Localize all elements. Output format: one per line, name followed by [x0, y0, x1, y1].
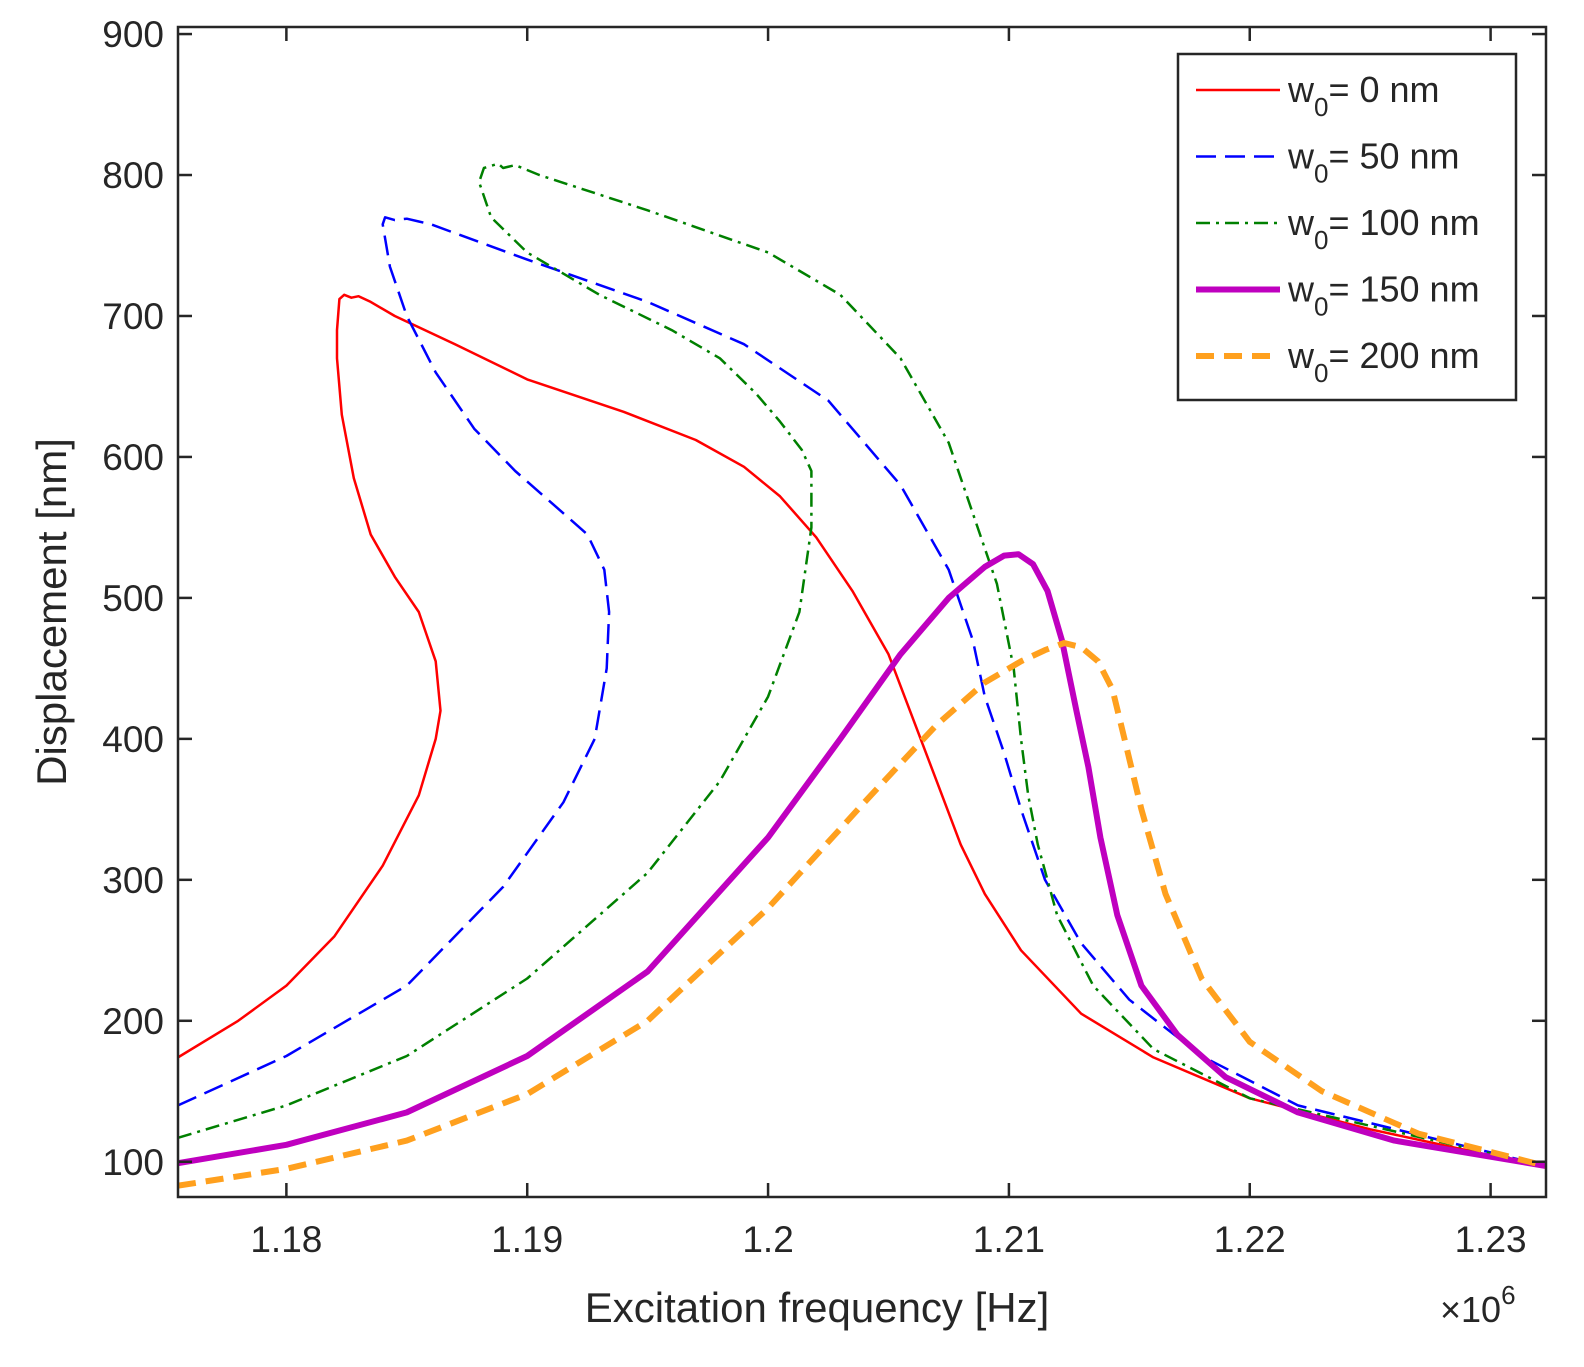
legend-entry-symbol: w [1287, 202, 1315, 243]
svg-text:×106: ×106 [1440, 1280, 1516, 1330]
series-layer [178, 162, 1546, 1189]
x-tick-label: 1.19 [491, 1219, 563, 1260]
legend-entry-1: w0= 50 nm [1287, 136, 1460, 189]
legend-entry-symbol: w [1287, 69, 1315, 110]
series-line-4 [178, 640, 1546, 1189]
legend-entry-subscript: 0 [1314, 292, 1328, 322]
x-tick-label: 1.21 [973, 1219, 1045, 1260]
y-tick-label: 700 [102, 296, 164, 337]
y-tick-label: 300 [102, 860, 164, 901]
y-tick-label: 800 [102, 155, 164, 196]
legend-entry-subscript: 0 [1314, 225, 1328, 255]
x-axis-multiplier: ×106 [1440, 1280, 1516, 1330]
legend-box [1176, 52, 1518, 402]
x-tick-label: 1.18 [250, 1219, 322, 1260]
series-line-0 [178, 293, 1546, 1169]
legend-entry-subscript: 0 [1314, 358, 1328, 388]
ticks-layer: 1.18 1.19 1.2 1.21 1.22 1.23 100 200 300 400 500 60… [102, 14, 1546, 1260]
legend-entry-value: = 150 nm [1328, 269, 1479, 310]
y-tick-label: 200 [102, 1001, 164, 1042]
y-tick-label: 100 [102, 1142, 164, 1183]
x-tick-label: 1.22 [1214, 1219, 1286, 1260]
x-tick-label: 1.2 [742, 1219, 793, 1260]
y-axis-label: Displacement [nm] [28, 438, 75, 786]
x-multiplier-base: ×10 [1440, 1289, 1501, 1330]
legend-entry-value: = 100 nm [1328, 202, 1479, 243]
legend-entry-symbol: w [1287, 335, 1315, 376]
series-line-3 [178, 551, 1546, 1169]
y-tick-label: 400 [102, 719, 164, 760]
y-tick-label: 500 [102, 578, 164, 619]
x-tick-label: 1.23 [1455, 1219, 1527, 1260]
legend-entry-value: = 0 nm [1328, 69, 1439, 110]
legend-entry-symbol: w [1287, 136, 1315, 177]
x-axis-label: Excitation frequency [Hz] [585, 1284, 1050, 1331]
legend-entry-value: = 200 nm [1328, 335, 1479, 376]
y-tick-label: 900 [102, 14, 164, 55]
legend-entry-2: w0= 100 nm [1287, 202, 1480, 255]
legend-entry-value: = 50 nm [1328, 136, 1459, 177]
legend-entry-3: w0= 150 nm [1287, 269, 1480, 322]
y-tick-label: 600 [102, 437, 164, 478]
legend-entry-symbol: w [1287, 269, 1315, 310]
series-line-1 [178, 216, 1546, 1168]
legend-entry-0: w0= 0 nm [1287, 69, 1440, 122]
x-multiplier-exponent: 6 [1501, 1280, 1515, 1310]
legend-entry-subscript: 0 [1314, 159, 1328, 189]
plot-frame [176, 25, 1548, 1199]
legend-entry-4: w0= 200 nm [1287, 335, 1480, 388]
series-line-2 [178, 162, 1546, 1168]
legend-entry-subscript: 0 [1314, 92, 1328, 122]
